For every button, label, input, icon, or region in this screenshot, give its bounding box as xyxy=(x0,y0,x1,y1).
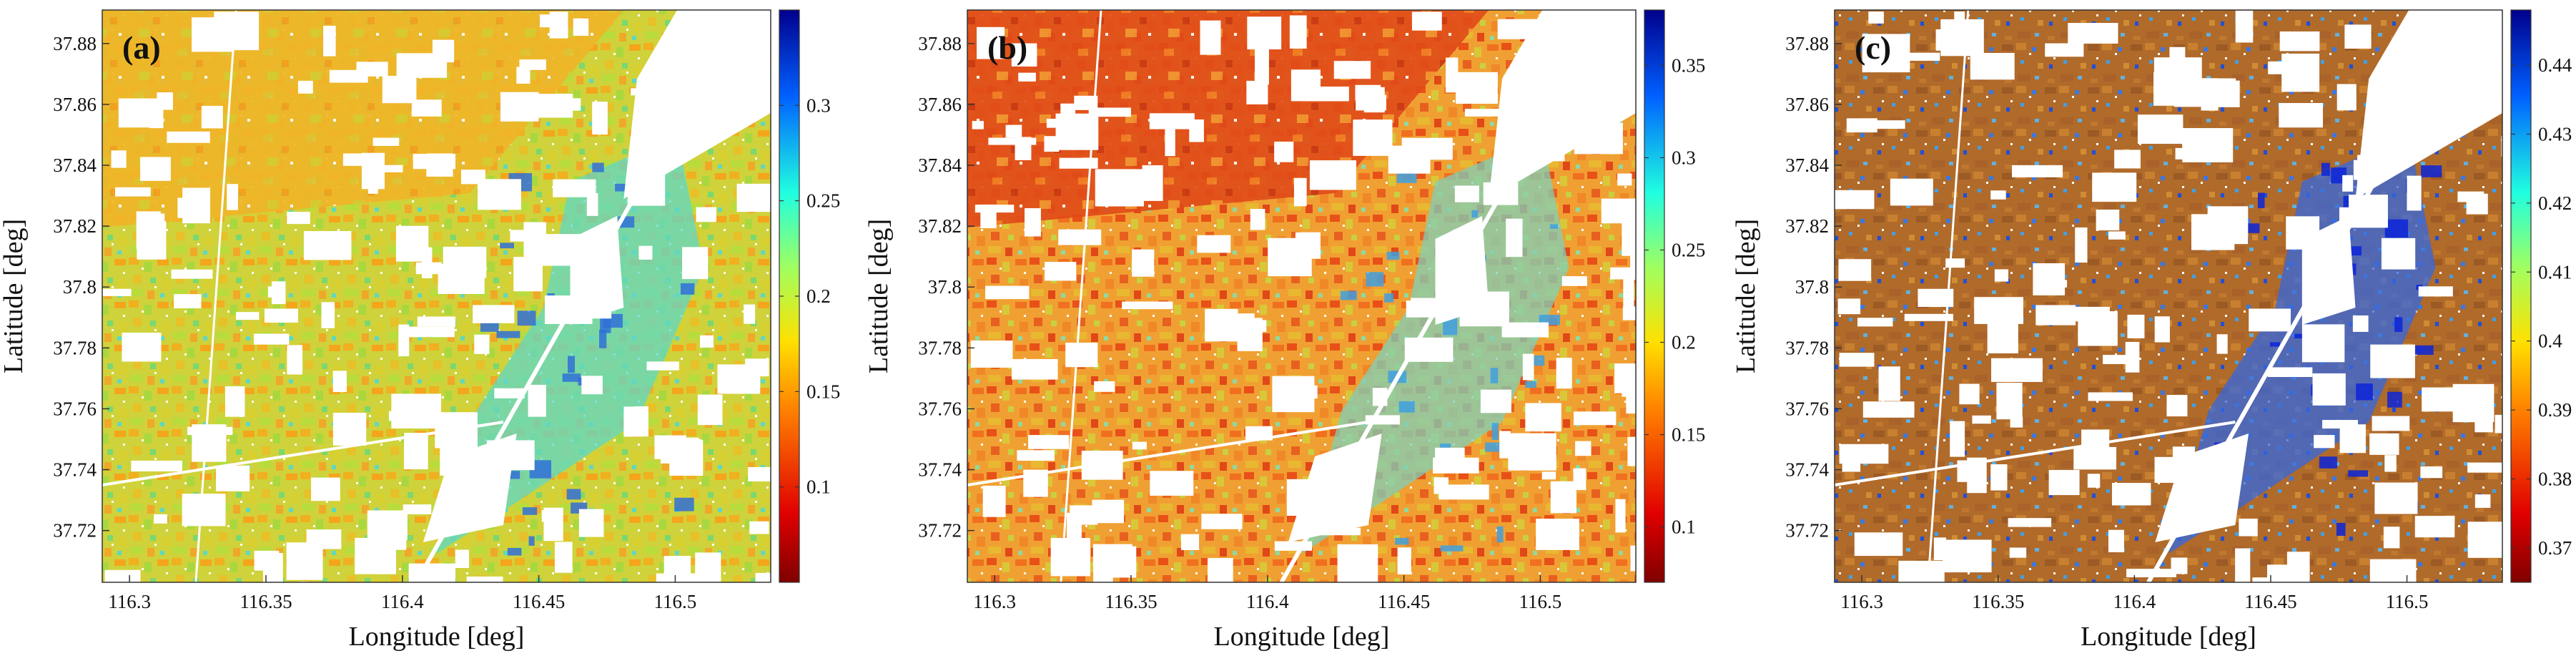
colorbar-tick-label: 0.35 xyxy=(1672,54,1705,76)
colorbar-tick-label: 0.15 xyxy=(1672,424,1705,446)
y-tick-label: 37.78 xyxy=(1785,337,1829,358)
raster-image xyxy=(1835,10,2502,582)
x-tick-label: 116.4 xyxy=(1246,591,1289,612)
y-tick-label: 37.72 xyxy=(1785,520,1829,542)
colorbar-tick-label: 0.1 xyxy=(1672,516,1696,538)
map-panel-1: 116.3 116.35 116.4 116.45 116.5 37.88 37.86 37.… xyxy=(0,9,840,652)
y-tick-label: 37.74 xyxy=(918,459,962,481)
colorbar: 0.1 0.15 0.2 0.25 0.3 0.35 xyxy=(1644,9,1705,583)
x-tick-label: 116.35 xyxy=(240,591,292,612)
y-tick-label: 37.72 xyxy=(53,520,97,542)
y-tick-label: 37.84 xyxy=(1785,155,1829,176)
axes-frame xyxy=(102,9,771,583)
colorbar-tick-label: 0.44 xyxy=(2538,54,2572,76)
colorbar-tick-label: 0.25 xyxy=(1672,239,1705,260)
x-tick-label: 116.45 xyxy=(2244,591,2296,612)
colorbar-tick-label: 0.2 xyxy=(1672,332,1696,353)
colorbar-tick-label: 0.41 xyxy=(2538,261,2572,283)
y-axis-label: Latitude [deg] xyxy=(0,219,29,373)
y-tick-label: 37.82 xyxy=(53,215,97,237)
y-tick-label: 37.76 xyxy=(918,398,962,419)
raster-image xyxy=(967,10,1636,582)
colorbar-tick-label: 0.3 xyxy=(1672,147,1696,168)
y-tick-label: 37.72 xyxy=(918,520,962,542)
y-tick-label: 37.78 xyxy=(53,337,97,358)
y-tick-label: 37.82 xyxy=(1785,215,1829,237)
y-tick-label: 37.88 xyxy=(53,33,97,54)
y-tick-label: 37.86 xyxy=(53,94,97,115)
x-tick-label: 116.3 xyxy=(1840,591,1883,612)
y-axis-label: Latitude [deg] xyxy=(1731,219,1761,373)
axes-frame xyxy=(967,9,1637,583)
y-tick-label: 37.84 xyxy=(918,155,962,176)
y-tick-label: 37.78 xyxy=(918,337,962,358)
colorbar-tick-label: 0.37 xyxy=(2538,537,2572,559)
axes-frame xyxy=(1834,9,2503,583)
x-tick-label: 116.4 xyxy=(381,591,424,612)
colorbar: 0.37 0.38 0.39 0.4 0.41 0.42 0.43 0.44 xyxy=(2510,9,2572,583)
x-tick-label: 116.3 xyxy=(973,591,1016,612)
x-tick-label: 116.4 xyxy=(2113,591,2156,612)
colorbar-tick-label: 0.1 xyxy=(806,476,831,498)
panel-label: (a) xyxy=(122,29,161,66)
colorbar-tick-label: 0.25 xyxy=(806,190,840,212)
y-tick-label: 37.84 xyxy=(53,155,97,176)
x-tick-label: 116.45 xyxy=(1378,591,1430,612)
colorbar-tick-label: 0.4 xyxy=(2538,330,2562,352)
colorbar-tick-label: 0.39 xyxy=(2538,399,2572,421)
colorbar-tick-label: 0.15 xyxy=(806,381,840,402)
x-axis-label: Longitude [deg] xyxy=(2081,622,2256,652)
y-tick-label: 37.86 xyxy=(918,94,962,115)
y-tick-label: 37.74 xyxy=(53,459,97,481)
y-tick-label: 37.8 xyxy=(928,276,962,298)
x-axis-label: Longitude [deg] xyxy=(1214,622,1390,652)
map-panel-3: 116.3 116.35 116.4 116.45 116.5 37.88 37.86 37.… xyxy=(1731,9,2572,652)
colorbar-tick-label: 0.38 xyxy=(2538,468,2572,489)
y-tick-label: 37.74 xyxy=(1785,459,1829,481)
y-tick-label: 37.76 xyxy=(1785,398,1829,419)
y-tick-label: 37.8 xyxy=(1795,276,1829,298)
colorbar-tick-label: 0.42 xyxy=(2538,192,2572,214)
colorbar: 0.1 0.15 0.2 0.25 0.3 xyxy=(779,9,840,583)
x-tick-label: 116.35 xyxy=(1105,591,1157,612)
x-tick-label: 116.5 xyxy=(654,591,697,612)
y-tick-label: 37.88 xyxy=(918,33,962,54)
y-tick-label: 37.82 xyxy=(918,215,962,237)
panel-label: (b) xyxy=(987,29,1027,66)
x-tick-label: 116.5 xyxy=(2386,591,2429,612)
colorbar-tick-label: 0.2 xyxy=(806,285,831,307)
colorbar-tick-label: 0.3 xyxy=(806,94,831,116)
raster-image xyxy=(102,10,771,582)
x-tick-label: 116.45 xyxy=(513,591,565,612)
y-tick-label: 37.88 xyxy=(1785,33,1829,54)
panel-label: (c) xyxy=(1855,29,1891,66)
colorbar-tick-label: 0.43 xyxy=(2538,123,2572,145)
x-tick-label: 116.35 xyxy=(1972,591,2024,612)
y-tick-label: 37.8 xyxy=(63,276,97,298)
y-tick-label: 37.76 xyxy=(53,398,97,419)
x-tick-label: 116.5 xyxy=(1519,591,1562,612)
y-tick-label: 37.86 xyxy=(1785,94,1829,115)
x-tick-label: 116.3 xyxy=(108,591,151,612)
x-axis-label: Longitude [deg] xyxy=(349,622,525,652)
y-axis-label: Latitude [deg] xyxy=(864,219,894,373)
map-panel-2: 116.3 116.35 116.4 116.45 116.5 37.88 37.86 37.… xyxy=(864,9,1705,652)
